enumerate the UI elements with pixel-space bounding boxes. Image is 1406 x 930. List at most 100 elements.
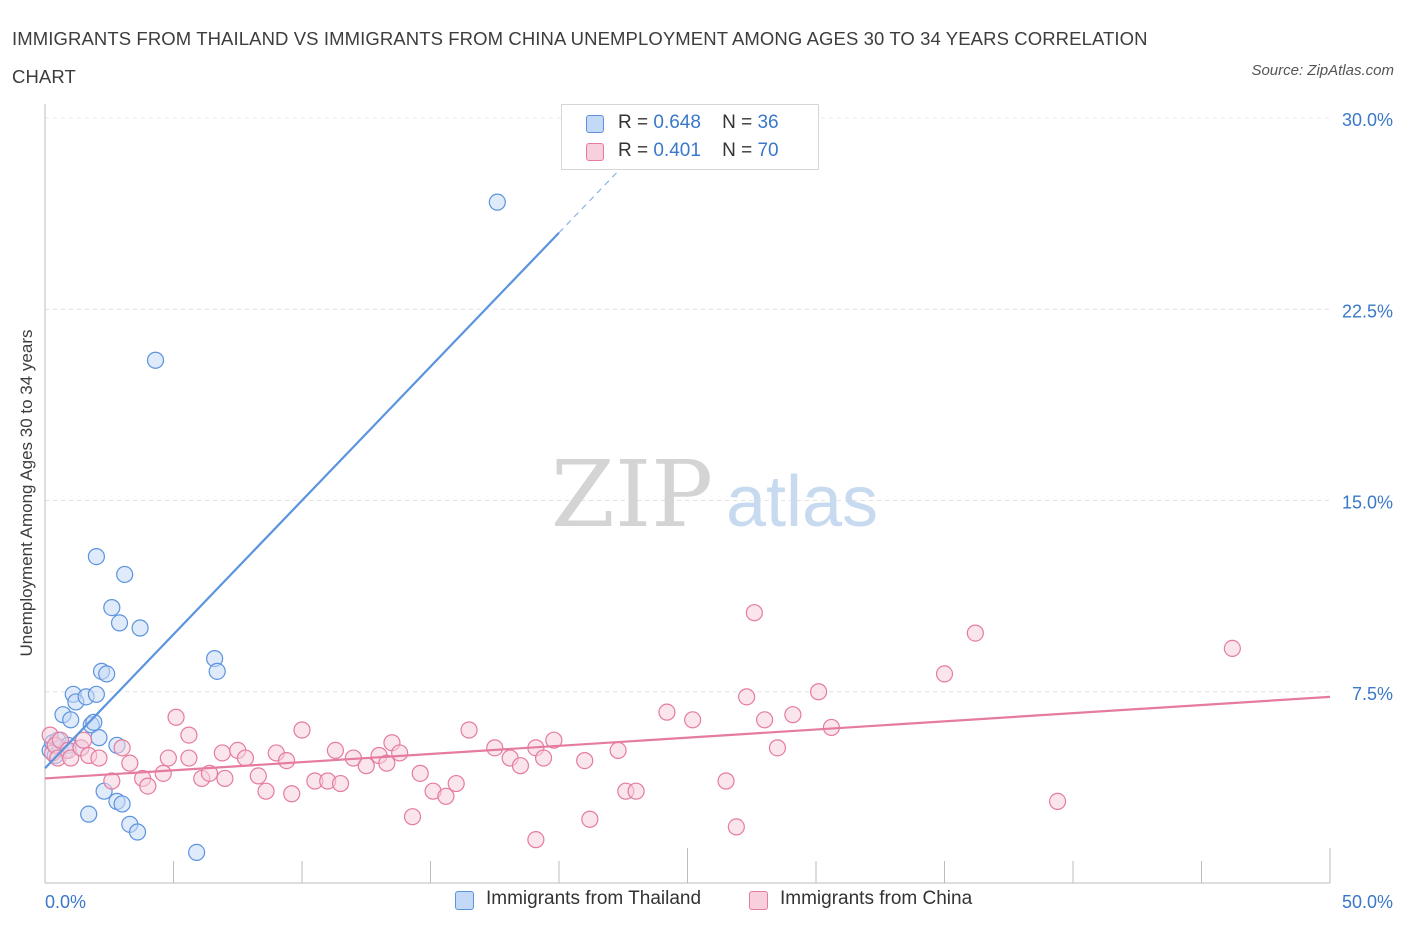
y-tick-label: 30.0% bbox=[1342, 110, 1393, 130]
thailand-point bbox=[131, 619, 149, 637]
tick-labels: 7.5% 15.0% 22.5% 30.0% 0.0% 50.0% bbox=[45, 110, 1393, 912]
china-point bbox=[180, 749, 198, 767]
y-tick-label: 7.5% bbox=[1352, 684, 1393, 704]
china-point bbox=[809, 683, 828, 701]
china-point bbox=[966, 624, 984, 642]
n-label: N = bbox=[722, 140, 753, 161]
thailand-point bbox=[98, 665, 116, 683]
china-point bbox=[717, 772, 735, 790]
china-point bbox=[283, 785, 301, 803]
n-value-thailand: 36 bbox=[757, 112, 779, 133]
china-point bbox=[745, 604, 763, 622]
thailand-point bbox=[146, 351, 165, 369]
china-point bbox=[236, 749, 255, 767]
china-point bbox=[277, 751, 296, 770]
china-point bbox=[113, 739, 131, 757]
thailand-point bbox=[208, 662, 226, 680]
data-points bbox=[41, 193, 1241, 862]
chart-title: IMMIGRANTS FROM THAILAND VS IMMIGRANTS F… bbox=[12, 28, 1148, 87]
china-point bbox=[411, 764, 429, 782]
n-label: N = bbox=[722, 112, 753, 133]
china-point bbox=[658, 703, 676, 721]
china-point bbox=[511, 757, 530, 775]
thailand-point bbox=[110, 614, 129, 632]
china-point bbox=[103, 772, 121, 790]
china-point bbox=[326, 741, 345, 760]
china-legend-label: Immigrants from China bbox=[780, 888, 973, 909]
thailand-legend-label: Immigrants from Thailand bbox=[486, 888, 702, 909]
china-point bbox=[738, 688, 756, 706]
thailand-trend-extension bbox=[558, 165, 624, 234]
china-trend-line bbox=[44, 695, 1331, 780]
china-point bbox=[437, 787, 455, 805]
china-point bbox=[180, 726, 198, 744]
china-point bbox=[684, 711, 702, 729]
thailand-point bbox=[80, 805, 98, 823]
china-point bbox=[486, 739, 504, 757]
china-point bbox=[545, 731, 563, 749]
thailand-point bbox=[116, 565, 134, 584]
watermark: ZIP atlas bbox=[551, 441, 878, 548]
n-value-china: 70 bbox=[757, 140, 779, 161]
x-tick-label-min: 0.0% bbox=[45, 892, 86, 912]
thailand-point bbox=[113, 795, 131, 813]
china-point bbox=[249, 767, 267, 785]
china-point bbox=[257, 782, 275, 800]
thailand-point bbox=[85, 713, 103, 731]
thailand-legend-swatch bbox=[455, 891, 474, 910]
china-point bbox=[216, 769, 234, 788]
china-point bbox=[581, 810, 599, 828]
china-point bbox=[159, 749, 177, 767]
china-point bbox=[62, 749, 80, 767]
svg-text:ZIP: ZIP bbox=[551, 441, 713, 548]
china-point bbox=[154, 764, 172, 782]
grid-lines bbox=[45, 117, 1330, 693]
china-point bbox=[74, 731, 93, 749]
svg-text:atlas: atlas bbox=[726, 462, 878, 542]
china-point bbox=[935, 665, 954, 683]
china-swatch bbox=[586, 143, 604, 161]
r-value-china: 0.401 bbox=[653, 140, 701, 161]
y-tick-label: 15.0% bbox=[1342, 493, 1393, 513]
china-point bbox=[534, 749, 553, 767]
china-point bbox=[1223, 639, 1241, 658]
r-label: R = bbox=[618, 140, 649, 161]
chart-source: Source: ZipAtlas.com bbox=[1251, 62, 1394, 79]
china-point bbox=[121, 754, 139, 772]
trend-lines bbox=[44, 165, 1331, 780]
thailand-trend-line bbox=[44, 231, 560, 770]
correlation-legend: R = 0.648 N = 36 R = 0.401 N = 70 bbox=[561, 104, 819, 170]
china-point bbox=[627, 782, 645, 800]
china-point bbox=[447, 774, 465, 793]
china-point bbox=[576, 751, 594, 770]
thailand-swatch bbox=[586, 115, 604, 133]
thailand-point bbox=[87, 685, 106, 703]
thailand-point bbox=[488, 193, 506, 211]
china-point bbox=[609, 741, 627, 760]
china-point bbox=[727, 818, 745, 836]
china-point bbox=[527, 831, 545, 849]
china-point bbox=[90, 749, 108, 767]
china-point bbox=[1048, 792, 1067, 811]
china-point bbox=[403, 808, 422, 826]
thailand-point bbox=[87, 547, 106, 566]
thailand-point bbox=[90, 729, 108, 747]
china-point bbox=[293, 721, 311, 739]
china-point bbox=[167, 708, 185, 726]
thailand-point bbox=[103, 598, 121, 617]
r-value-thailand: 0.648 bbox=[653, 112, 701, 133]
china-point bbox=[755, 711, 774, 729]
thailand-point bbox=[62, 711, 80, 729]
r-label: R = bbox=[618, 112, 649, 133]
x-tick-label-max: 50.0% bbox=[1342, 892, 1393, 912]
thailand-point bbox=[188, 843, 206, 862]
china-point bbox=[391, 744, 409, 762]
china-point bbox=[139, 777, 157, 795]
china-point bbox=[784, 706, 802, 724]
china-point bbox=[460, 721, 478, 739]
china-point bbox=[213, 744, 231, 762]
china-point bbox=[378, 754, 396, 772]
china-legend-swatch bbox=[749, 891, 768, 910]
china-point bbox=[768, 739, 787, 757]
